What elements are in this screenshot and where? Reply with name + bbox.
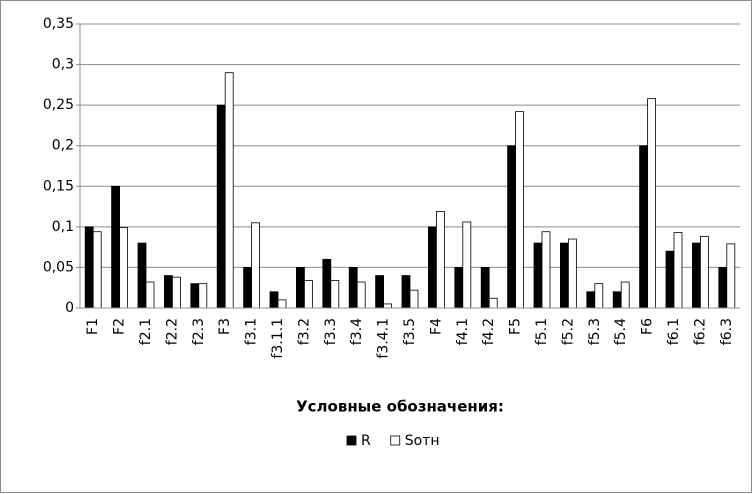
x-tick-label: f3.1.1 (270, 318, 286, 359)
bar (718, 267, 728, 309)
bar (620, 281, 630, 309)
bar (515, 111, 524, 309)
x-tick-label: F3 (217, 318, 233, 335)
bar (92, 231, 102, 309)
bar (401, 275, 411, 309)
bar (541, 231, 551, 309)
bar (137, 242, 147, 309)
bar (348, 267, 358, 309)
bar (560, 242, 569, 309)
bar (462, 221, 472, 309)
bar (216, 104, 226, 309)
x-tick-label: F2 (112, 318, 128, 335)
bar (586, 291, 596, 309)
y-tick-label: 0,2 (52, 138, 74, 154)
x-tick-label: f3.3 (323, 318, 339, 345)
x-tick-label: f5.1 (534, 318, 550, 345)
bar (119, 227, 128, 309)
bar (488, 297, 498, 309)
bar (190, 283, 200, 309)
bar (568, 238, 577, 309)
x-tick-label: f5.3 (587, 318, 603, 345)
x-tick-label: F5 (508, 318, 524, 335)
bar (409, 289, 419, 309)
bar (145, 281, 155, 309)
bar (303, 280, 313, 309)
bar (647, 98, 656, 309)
x-tick-label: f3.5 (402, 318, 418, 345)
bar (295, 267, 305, 309)
bar (435, 211, 445, 309)
y-tick-label: 0,05 (43, 259, 74, 275)
legend-label: Sотн (405, 433, 440, 449)
bar (700, 236, 709, 309)
bar (277, 299, 287, 309)
x-tick-label: f2.2 (164, 318, 180, 345)
x-tick-label: f5.2 (560, 318, 576, 345)
x-tick-label: f2.3 (191, 318, 207, 345)
x-tick-label: f5.4 (613, 318, 629, 345)
bar (692, 242, 701, 309)
bar (251, 222, 261, 309)
y-tick-label: 0,3 (52, 57, 74, 73)
legend-label: R (361, 433, 371, 449)
bar (111, 185, 120, 309)
bar (427, 226, 437, 309)
y-tick-label: 0 (65, 300, 74, 316)
bar (269, 291, 279, 309)
x-tick-label: F4 (428, 318, 444, 335)
bar (322, 258, 332, 309)
legend-title: Условные обозначения: (296, 398, 504, 416)
bar (454, 267, 464, 309)
bar (726, 243, 736, 309)
bar (480, 267, 490, 309)
x-tick-label: f6.3 (719, 318, 735, 345)
bar (383, 303, 393, 309)
x-tick-label: f4.1 (455, 318, 471, 345)
x-tick-label: F1 (85, 318, 101, 335)
x-tick-label: f6.2 (692, 318, 708, 345)
x-tick-label: f2.1 (138, 318, 154, 345)
x-tick-label: f3.2 (296, 318, 312, 345)
legend-swatch (346, 435, 357, 446)
bar (507, 145, 517, 309)
bar (639, 145, 648, 309)
bar (673, 232, 683, 309)
x-tick-label: f4.2 (481, 318, 497, 345)
legend-swatch (390, 435, 401, 446)
bar (84, 226, 94, 309)
bar (356, 281, 366, 309)
bar (163, 275, 173, 309)
bar (665, 250, 675, 309)
y-tick-label: 0,25 (43, 97, 74, 113)
bar (375, 275, 385, 309)
bar (612, 291, 622, 309)
bar (533, 242, 543, 309)
x-tick-label: f3.4.1 (376, 318, 392, 359)
x-tick-label: f3.1 (244, 318, 260, 345)
x-tick-label: F6 (640, 318, 656, 335)
y-tick-label: 0,1 (52, 219, 74, 235)
y-tick-label: 0,15 (43, 178, 74, 194)
bar (224, 72, 234, 309)
bar (198, 283, 208, 309)
bar (243, 267, 253, 309)
x-tick-label: f3.4 (349, 318, 365, 345)
x-tick-label: f6.1 (666, 318, 682, 345)
y-tick-label: 0,35 (43, 16, 74, 32)
bar (171, 276, 181, 309)
bar (330, 280, 340, 309)
bar (594, 283, 604, 309)
